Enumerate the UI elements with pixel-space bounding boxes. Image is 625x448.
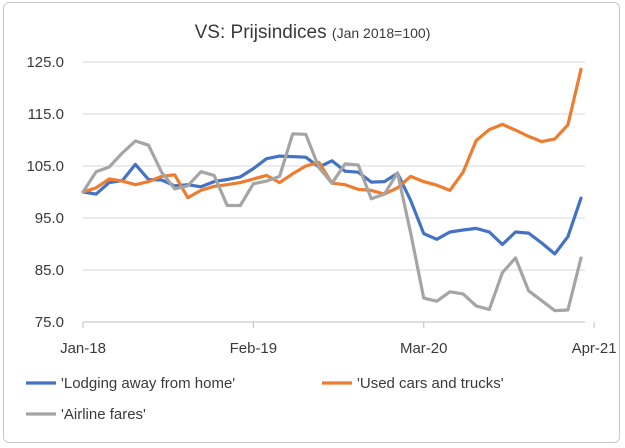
legend-label: 'Lodging away from home' xyxy=(61,375,235,392)
x-tick-label: Jan-18 xyxy=(60,340,106,357)
legend-label: 'Used cars and trucks' xyxy=(357,375,504,392)
series-line xyxy=(81,132,583,313)
series-line xyxy=(81,154,583,256)
y-tick-label: 105.0 xyxy=(26,158,64,175)
chart-title-main: VS: Prijsindices xyxy=(194,22,327,43)
chart-frame xyxy=(3,2,620,443)
x-tick-label: Feb-19 xyxy=(230,340,278,357)
x-tick-label: Apr-21 xyxy=(572,340,617,357)
y-tick-label: 95.0 xyxy=(35,210,64,227)
y-tick-label: 75.0 xyxy=(35,314,64,331)
chart-title: VS: Prijsindices (Jan 2018=100) xyxy=(0,22,625,44)
series-line xyxy=(81,67,583,200)
y-tick-label: 115.0 xyxy=(28,106,64,123)
x-tick-label: Mar-20 xyxy=(400,340,448,357)
legend-label: 'Airline fares' xyxy=(61,406,146,423)
y-tick-label: 85.0 xyxy=(35,262,64,279)
y-tick-label: 125.0 xyxy=(26,54,64,71)
chart-subtitle: (Jan 2018=100) xyxy=(331,25,431,41)
